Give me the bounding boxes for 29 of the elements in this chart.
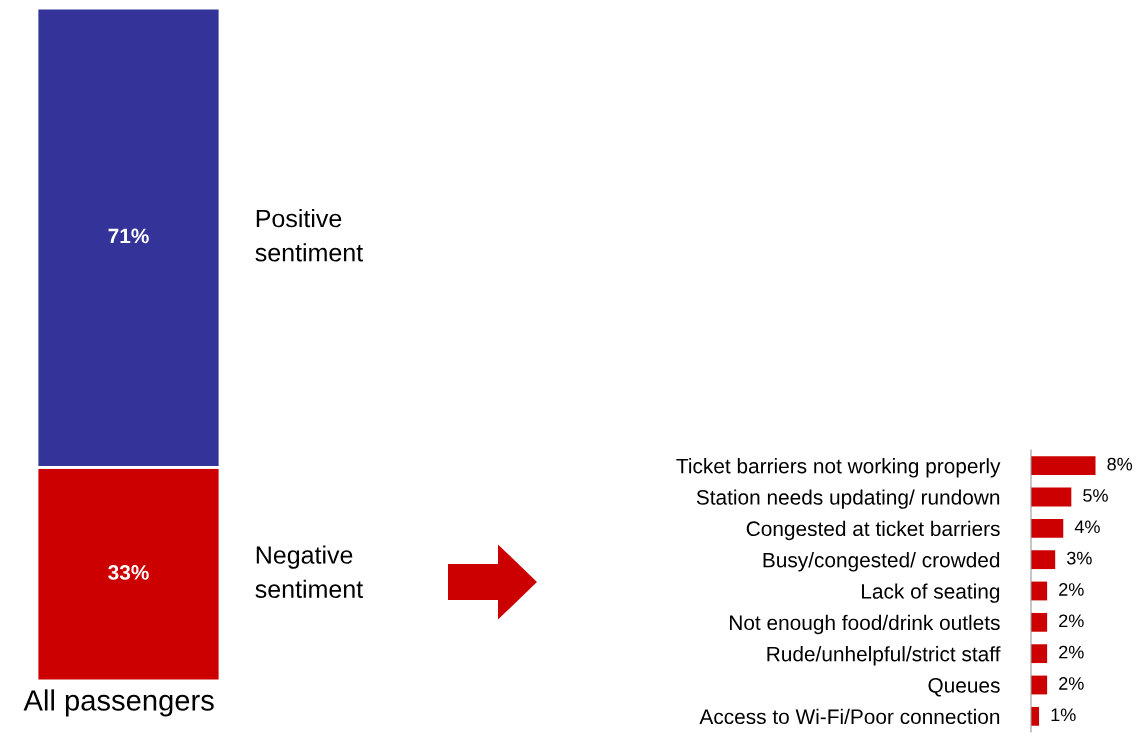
bar [1031, 456, 1096, 476]
data-label: 2% [1059, 583, 1084, 596]
y-tick-label: Congested at ticket barriers [746, 520, 1000, 541]
y-tick-label: Station needs updating/ rundown [696, 489, 1000, 509]
bar [1031, 550, 1056, 570]
x-tick-label: All passengers [23, 689, 214, 717]
data-label: 2% [1059, 677, 1084, 690]
data-label: 33% [108, 565, 149, 580]
y-tick-label: Access to Wi-Fi/Poor connection [699, 708, 1000, 725]
data-label: 8% [1107, 457, 1133, 471]
y-tick-label: Ticket barriers not working properly [676, 458, 1001, 478]
bar [1031, 644, 1048, 664]
y-tick-label: Busy/congested/ crowded [763, 552, 1000, 572]
y-tick-label: Lack of seating [862, 583, 1000, 603]
data-label: 1% [1051, 708, 1076, 722]
data-label: 71% [108, 228, 149, 244]
data-label: 2% [1059, 614, 1084, 628]
data-label: 4% [1074, 520, 1100, 534]
bar [1031, 487, 1072, 507]
data-label: 5% [1083, 489, 1108, 502]
y-tick-label: Queues [928, 678, 1000, 697]
bar [1031, 612, 1048, 632]
y-tick-label: Not enough food/drink outlets [730, 614, 1000, 635]
series-label: Negative sentiment [255, 545, 363, 599]
y-tick-label: Rude/unhelpful/strict staff [767, 646, 1001, 666]
data-label: 2% [1059, 645, 1084, 659]
bar [1031, 518, 1064, 538]
series-label: Positive sentiment [255, 208, 363, 262]
data-label: 3% [1066, 551, 1092, 565]
